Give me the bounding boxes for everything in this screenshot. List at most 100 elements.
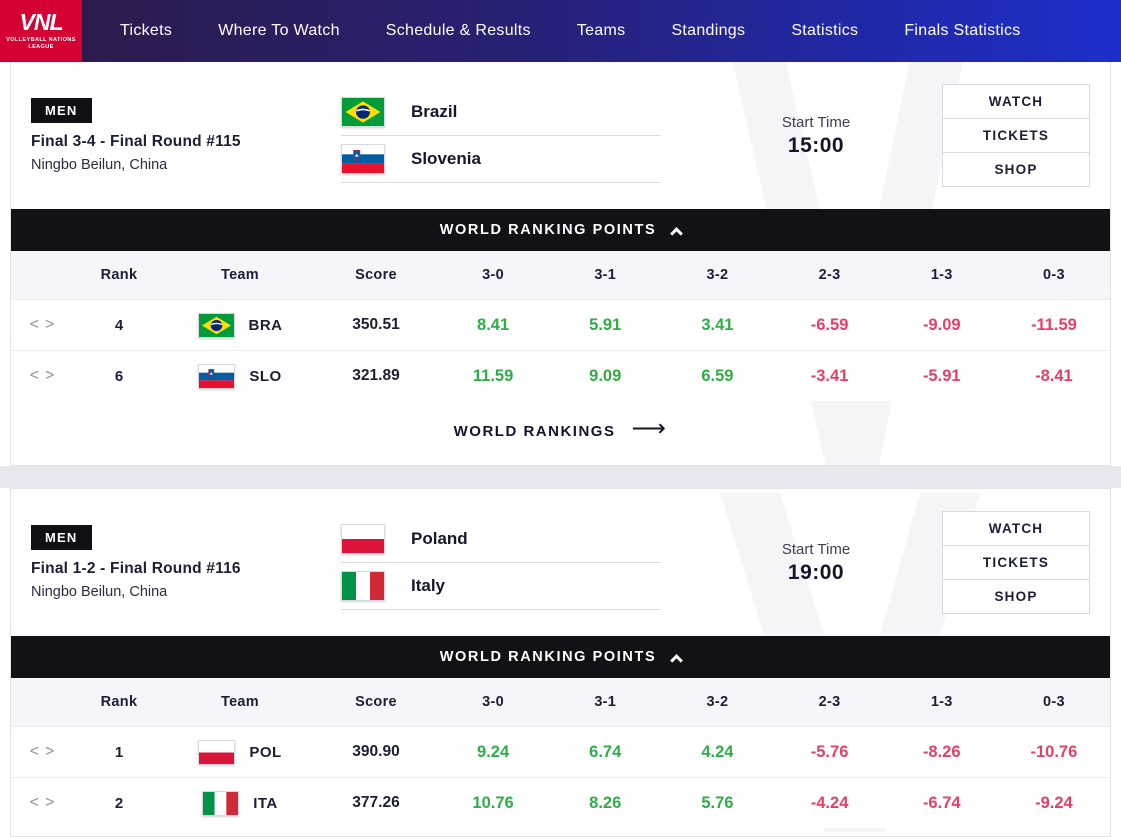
poland-flag-icon — [198, 739, 236, 765]
row-expand-icon[interactable]: < > — [29, 743, 55, 760]
points-cell-3-0: 11.59 — [472, 366, 514, 385]
points-cell-0-3: -10.76 — [1030, 742, 1078, 761]
column-header-3-0: 3-0 — [482, 267, 504, 283]
watch-button[interactable]: WATCH — [942, 84, 1090, 119]
nav-items: Tickets Where To Watch Schedule & Result… — [120, 0, 1021, 62]
start-time-label: Start Time — [781, 540, 851, 558]
points-cell-3-0: 9.24 — [477, 742, 510, 761]
points-cell-2-3: -3.41 — [810, 366, 849, 385]
team-name: Slovenia — [411, 148, 481, 168]
world-ranking-points-toggle[interactable]: WORLD RANKING POINTS — [11, 636, 1110, 678]
world-ranking-points-toggle[interactable]: WORLD RANKING POINTS — [11, 209, 1110, 251]
team-row: Brazil — [341, 89, 661, 136]
right-arrow-icon: ⟶ — [631, 415, 668, 442]
poland-flag-icon — [341, 523, 385, 554]
teams-list: Brazil Slovenia — [341, 89, 681, 183]
shop-button[interactable]: SHOP — [942, 152, 1090, 187]
top-nav: VNL VOLLEYBALL NATIONS LEAGUE Tickets Wh… — [0, 0, 1121, 62]
column-header-2-3: 2-3 — [818, 267, 841, 283]
world-rankings-link[interactable]: WORLD RANKINGS ⟶ — [11, 401, 1110, 465]
slovenia-flag-icon — [341, 143, 385, 174]
team-cell: ITA — [165, 790, 315, 816]
nav-item-teams[interactable]: Teams — [576, 22, 626, 39]
team-cell: SLO — [165, 363, 315, 389]
match-header: MEN Final 3-4 - Final Round #115 Ningbo … — [11, 62, 1110, 209]
italy-flag-icon — [202, 790, 240, 816]
start-time-value: 15:00 — [787, 133, 845, 157]
points-cell-3-1: 6.74 — [589, 742, 622, 761]
column-header-3-1: 3-1 — [594, 694, 617, 710]
team-code: ITA — [253, 794, 278, 812]
nav-item-finals-statistics[interactable]: Finals Statistics — [904, 22, 1021, 39]
match-actions: WATCH TICKETS SHOP — [942, 511, 1090, 614]
gender-badge: MEN — [31, 98, 92, 123]
match-venue: Ningbo Beilun, China — [31, 584, 168, 600]
match-header: MEN Final 1-2 - Final Round #116 Ningbo … — [11, 489, 1110, 636]
column-header-rank: Rank — [100, 694, 138, 710]
tickets-button[interactable]: TICKETS — [942, 118, 1090, 153]
ranking-bar-label: WORLD RANKING POINTS — [439, 649, 657, 665]
team-row: Poland — [341, 516, 661, 563]
match-actions: WATCH TICKETS SHOP — [942, 84, 1090, 187]
shop-button[interactable]: SHOP — [942, 579, 1090, 614]
nav-item-tickets[interactable]: Tickets — [120, 22, 173, 39]
column-header-3-2: 3-2 — [706, 694, 729, 710]
score-cell: 350.51 — [352, 316, 400, 333]
score-cell: 390.90 — [352, 743, 400, 760]
team-row: Italy — [341, 563, 661, 610]
points-cell-1-3: -6.74 — [922, 793, 961, 812]
points-cell-1-3: -8.26 — [922, 742, 961, 761]
italy-flag-icon — [341, 570, 385, 601]
table-header-row: Rank Team Score 3-0 3-1 3-2 2-3 1-3 0-3 — [11, 251, 1110, 299]
nav-item-schedule-results[interactable]: Schedule & Results — [385, 22, 531, 39]
teams-list: Poland Italy — [341, 516, 681, 610]
points-cell-3-2: 4.24 — [701, 742, 734, 761]
points-cell-3-0: 8.41 — [477, 315, 510, 334]
row-expand-icon[interactable]: < > — [29, 316, 55, 333]
points-cell-0-3: -9.24 — [1035, 793, 1073, 812]
column-header-3-0: 3-0 — [482, 694, 504, 710]
table-row-pol: < > 1 POL 390.90 9.24 6.74 4.24 -5.76 -8.… — [11, 726, 1110, 777]
rank-cell: 6 — [114, 367, 124, 385]
points-cell-3-2: 6.59 — [701, 366, 734, 385]
column-header-3-2: 3-2 — [706, 267, 729, 283]
slovenia-flag-icon — [198, 363, 236, 389]
column-header-2-3: 2-3 — [818, 694, 841, 710]
row-expand-icon[interactable]: < > — [29, 794, 55, 811]
brazil-flag-icon — [197, 312, 235, 338]
section-divider — [0, 466, 1121, 488]
score-cell: 377.26 — [352, 794, 400, 811]
team-name: Italy — [411, 575, 446, 595]
score-cell: 321.89 — [352, 367, 400, 384]
brazil-flag-icon — [341, 96, 385, 127]
match-info: MEN Final 1-2 - Final Round #116 Ningbo … — [31, 525, 341, 600]
row-expand-icon[interactable]: < > — [29, 367, 55, 384]
points-cell-1-3: -5.91 — [922, 366, 961, 385]
start-time-value: 19:00 — [787, 560, 845, 584]
table-header-row: Rank Team Score 3-0 3-1 3-2 2-3 1-3 0-3 — [11, 678, 1110, 726]
nav-item-where-to-watch[interactable]: Where To Watch — [218, 22, 340, 39]
tickets-button[interactable]: TICKETS — [942, 545, 1090, 580]
ranking-table: Rank Team Score 3-0 3-1 3-2 2-3 1-3 0-3 … — [11, 251, 1110, 401]
points-cell-2-3: -6.59 — [810, 315, 849, 334]
column-header-team: Team — [220, 267, 259, 283]
column-header-1-3: 1-3 — [930, 694, 953, 710]
nav-item-standings[interactable]: Standings — [671, 22, 746, 39]
points-cell-1-3: -9.09 — [922, 315, 961, 334]
world-rankings-link-label: WORLD RANKINGS — [453, 422, 616, 440]
watch-button[interactable]: WATCH — [942, 511, 1090, 546]
points-cell-0-3: -11.59 — [1030, 315, 1077, 334]
match-card-116: MEN Final 1-2 - Final Round #116 Ningbo … — [10, 488, 1111, 837]
column-header-0-3: 0-3 — [1042, 694, 1065, 710]
column-header-0-3: 0-3 — [1042, 267, 1065, 283]
ranking-table: Rank Team Score 3-0 3-1 3-2 2-3 1-3 0-3 … — [11, 678, 1110, 828]
rank-cell: 4 — [114, 316, 124, 334]
start-time-label: Start Time — [781, 113, 851, 131]
table-row-bra: < > 4 BRA 350.51 8.41 5.91 3.41 -6.59 -9.… — [11, 299, 1110, 350]
nav-item-statistics[interactable]: Statistics — [791, 22, 859, 39]
vnl-logo[interactable]: VNL VOLLEYBALL NATIONS LEAGUE — [0, 0, 82, 62]
match-card-115: MEN Final 3-4 - Final Round #115 Ningbo … — [10, 62, 1111, 466]
match-venue: Ningbo Beilun, China — [31, 157, 168, 173]
start-time: Start Time 15:00 — [711, 114, 921, 158]
team-code: BRA — [248, 316, 283, 334]
